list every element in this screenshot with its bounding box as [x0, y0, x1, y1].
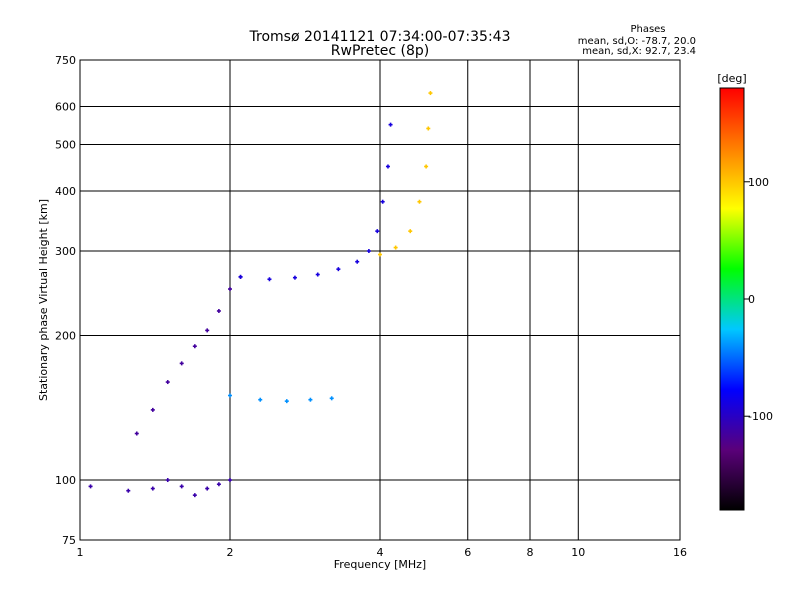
chart-subtitle: RwPretec (8p) — [331, 43, 429, 59]
data-point — [408, 229, 413, 234]
colorbar-ticks: 100 0 -100 — [744, 176, 773, 423]
grid-lines — [80, 60, 680, 540]
axis-ticks: 1 2 4 6 8 10 16 75 100 200 300 400 500 600 750 — [55, 54, 687, 559]
chart-title: Tromsø 20141121 07:34:00-07:35:43 — [249, 29, 511, 45]
data-point — [150, 486, 155, 491]
data-point — [292, 275, 297, 280]
phase-heading: Phases — [630, 24, 665, 35]
data-point — [424, 164, 429, 169]
x-tick-label: 10 — [571, 546, 585, 559]
data-point — [126, 488, 131, 493]
data-point — [417, 199, 422, 204]
data-point — [380, 199, 385, 204]
colorbar-tick-label: 100 — [748, 176, 769, 189]
data-point — [228, 478, 232, 483]
x-tick-label: 4 — [377, 546, 384, 559]
data-point — [150, 407, 155, 412]
colorbar-tick-label: 0 — [748, 293, 755, 306]
data-point — [329, 396, 334, 401]
data-point — [375, 229, 380, 234]
x-tick-label: 1 — [77, 546, 84, 559]
data-point — [192, 493, 197, 498]
y-tick-label: 75 — [62, 534, 76, 547]
colorbar-label: [deg] — [717, 72, 746, 85]
data-point — [336, 267, 341, 272]
x-tick-label: 16 — [673, 546, 687, 559]
phase-o-stats: mean, sd,O: -78.7, 20.0 — [578, 36, 696, 47]
data-point — [179, 361, 184, 366]
data-point — [228, 393, 232, 398]
y-tick-label: 300 — [55, 245, 76, 258]
data-point — [355, 259, 360, 264]
data-point — [267, 277, 272, 282]
data-point — [216, 482, 221, 487]
data-point — [258, 397, 263, 402]
x-tick-label: 6 — [464, 546, 471, 559]
data-point — [385, 164, 390, 169]
phase-x-stats: mean, sd,X: 92.7, 23.4 — [582, 46, 696, 57]
data-point — [378, 252, 382, 257]
colorbar-tick-label: -100 — [748, 410, 773, 423]
x-axis-label: Frequency [MHz] — [334, 558, 426, 571]
data-point — [426, 126, 431, 131]
data-point — [228, 287, 232, 292]
data-point — [284, 399, 289, 404]
y-tick-label: 200 — [55, 330, 76, 343]
data-point — [308, 397, 313, 402]
x-tick-label: 2 — [227, 546, 234, 559]
y-tick-label: 750 — [55, 54, 76, 67]
data-point — [205, 328, 210, 333]
colorbar — [719, 87, 745, 511]
data-point — [315, 272, 320, 277]
data-point — [366, 249, 371, 254]
data-point — [134, 431, 139, 436]
data-point — [88, 484, 93, 489]
x-tick-label: 8 — [527, 546, 534, 559]
data-point — [428, 91, 433, 96]
y-tick-label: 500 — [55, 139, 76, 152]
data-point — [388, 122, 393, 127]
plot-frame — [79, 59, 681, 541]
y-tick-label: 100 — [55, 474, 76, 487]
y-tick-label: 600 — [55, 101, 76, 114]
data-point — [216, 308, 221, 313]
data-point — [179, 484, 184, 489]
data-points — [88, 91, 433, 498]
data-point — [165, 380, 170, 385]
data-point — [205, 486, 210, 491]
data-point — [192, 344, 197, 349]
data-point — [238, 274, 243, 279]
y-tick-label: 400 — [55, 185, 76, 198]
data-point — [393, 245, 398, 250]
y-axis-label: Stationary phase Virtual Height [km] — [37, 199, 50, 401]
data-point — [165, 478, 170, 483]
